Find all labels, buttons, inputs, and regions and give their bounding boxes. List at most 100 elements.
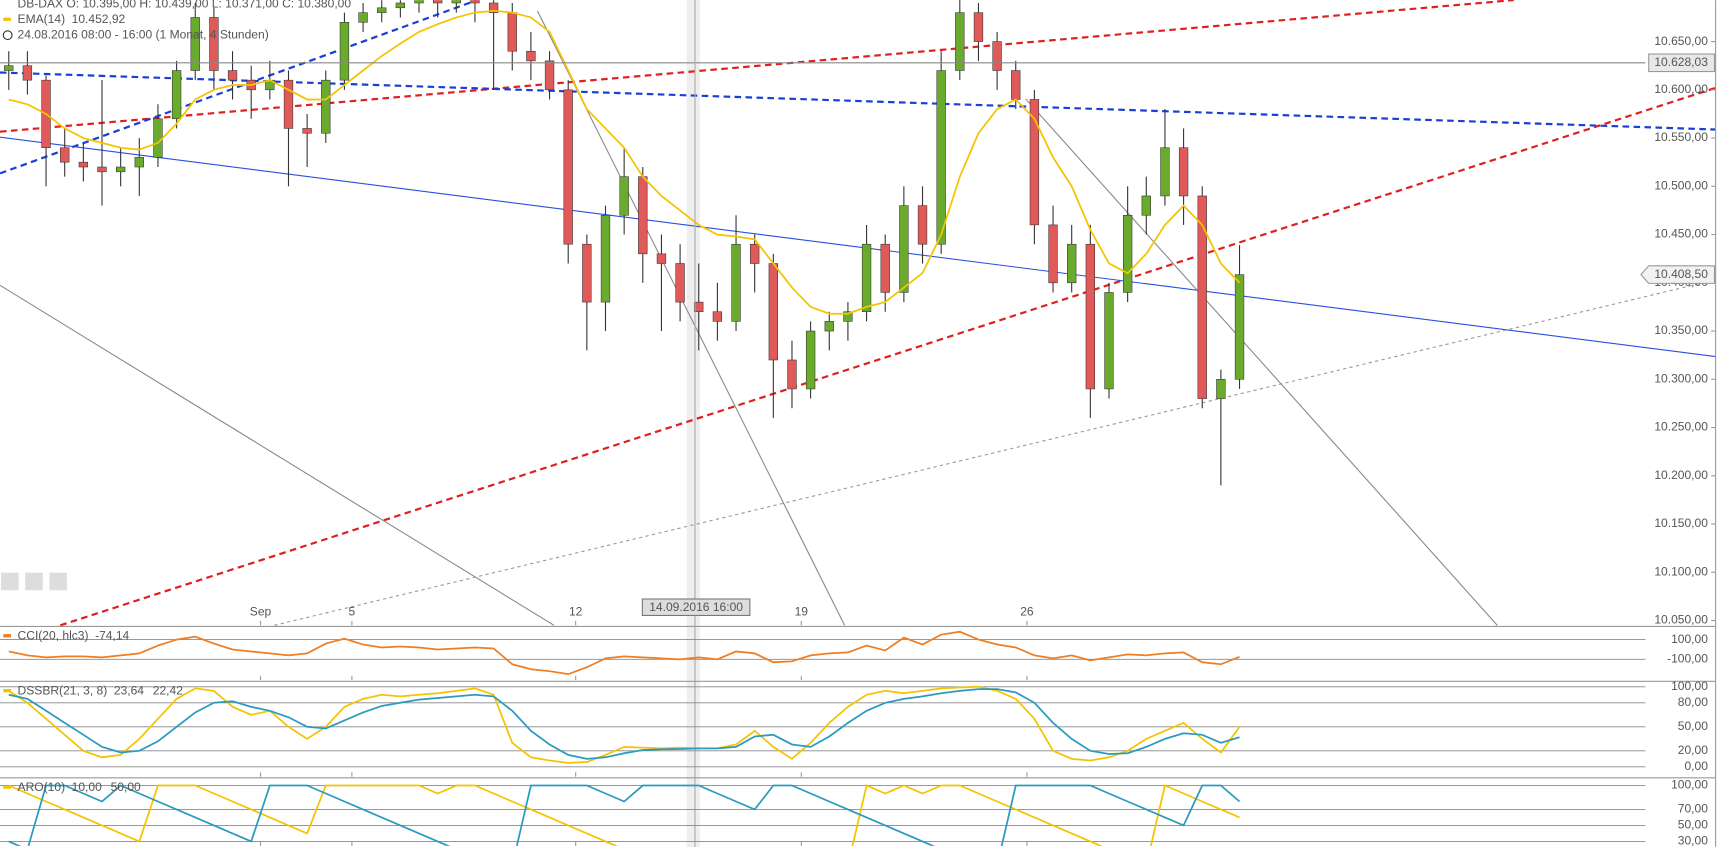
y-tick-label: 10.100,00 [1654,564,1708,578]
crosshair-band [686,0,700,847]
candle-body [433,0,443,4]
candle-body [917,205,928,245]
y-tick-label: 30,00 [1678,834,1708,847]
legend-swatch [3,17,11,21]
candle-body [190,17,200,71]
x-tick-label: 5 [349,604,356,618]
candle-body [861,243,872,313]
pane [0,784,1646,846]
y-tick-label: 10.350,00 [1654,323,1708,337]
y-tick-label: 50,00 [1678,719,1708,733]
candle-body [638,176,648,255]
y-tick-label: 100,00 [1671,778,1708,792]
candle-body [1122,214,1133,293]
y-tick-label: 10.250,00 [1654,420,1708,434]
candle-body [115,166,126,173]
price-badge [1640,265,1716,284]
candle-body [451,0,461,4]
candle-body [227,70,238,81]
indicator-line [8,784,1241,846]
candle-body [694,301,704,313]
candle-body [377,7,387,13]
candle-body [843,311,853,322]
candle-body [992,41,1002,71]
candle-body [1085,243,1096,390]
candle-body [1216,379,1226,399]
y-tick-label: 70,00 [1678,802,1708,816]
candle-body [955,12,965,71]
y-tick-label: 10.200,00 [1654,468,1708,482]
zoom-in-button[interactable] [1,572,19,591]
candle-body [1048,224,1058,284]
candle-body [209,17,219,71]
download-button[interactable] [25,572,43,591]
trend-line [0,0,478,175]
pane-title: DSSBR(21, 3, 8) [18,683,108,697]
candle-body [880,243,890,293]
candle-body [656,253,667,264]
y-tick-label: 10.500,00 [1654,178,1708,192]
y-tick-label: 10.150,00 [1654,516,1708,530]
candle-body [4,65,14,71]
pane [0,0,1646,486]
candle-body [1104,292,1114,390]
candle-body [824,321,834,332]
legend-swatch [3,634,11,638]
chart-subtitle: 24.08.2016 08:00 - 16:00 (1 Monat, 4 Stu… [18,27,269,41]
trend-line [1025,98,1498,626]
candle-body [1141,195,1151,216]
candle-body [712,311,723,322]
legend-value: 50,00 [111,780,141,794]
y-tick-label: 20,00 [1678,743,1708,757]
y-tick-label: 0,00 [1684,759,1708,773]
candle-body [97,166,107,173]
x-tick-label: 19 [795,604,809,618]
legend-value: 23,64 [114,683,144,697]
candle-body [899,205,909,293]
y-tick-label: 100,00 [1671,632,1708,646]
zoom-buttons[interactable] [1,572,67,591]
crosshair-label: 14.09.2016 16:00 [649,600,743,614]
pane-title: CCI(20, hlc3) [18,628,89,642]
candle-body [1234,274,1245,380]
trend-line [0,0,1514,133]
reference-label: 10.628,03 [1654,55,1708,69]
candle-body [339,22,350,81]
x-tick-label: 26 [1020,604,1034,618]
chart-title: DB-DAX O: 10.395,00 H: 10.439,00 L: 10.3… [18,0,352,11]
trend-line [0,284,555,626]
candle-body [1011,70,1021,100]
candle-body [153,118,163,158]
candle-body [283,79,294,129]
candle-body [1160,147,1170,197]
clock-icon [2,30,13,41]
y-tick-label: -100,00 [1667,652,1708,666]
x-tick-label: 12 [569,604,583,618]
candle-body [470,0,480,4]
candle-body [1067,243,1077,284]
candle-body [321,79,331,134]
crosshair-badge [641,598,751,617]
candle-body [1029,99,1040,226]
trend-line [537,10,846,626]
candle-body [1197,195,1207,399]
x-tick-label: Sep [250,604,272,618]
indicator-line [8,630,1240,676]
indicator-line [8,685,1241,764]
candle-body [78,161,89,168]
y-tick-label: 80,00 [1678,695,1708,709]
candle-body [619,176,629,216]
candle-body [1178,147,1189,197]
pane [0,685,1646,768]
candle-body [395,2,406,9]
candle-body [582,243,592,303]
candle-body [414,0,424,4]
menu-button[interactable] [49,572,67,591]
candle-body [60,147,70,163]
trend-line [0,136,1716,358]
pane [0,630,1646,676]
trend-line [59,86,1716,627]
legend-value: 10,00 [72,780,102,794]
